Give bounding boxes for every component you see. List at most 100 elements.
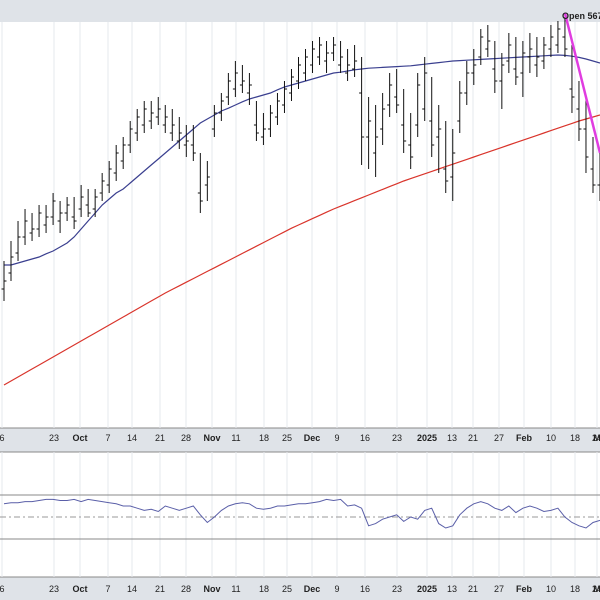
ohlc-bar — [155, 97, 161, 125]
ohlc-bar — [232, 61, 238, 97]
indicator-levels — [0, 494, 600, 540]
ohlc-bar — [64, 197, 70, 221]
ohlc-bar — [8, 241, 14, 281]
x-tick-label: 28 — [181, 433, 191, 443]
ohlc-bar — [590, 137, 596, 193]
ohlc-bar — [197, 153, 203, 213]
ohlc-bar — [162, 105, 168, 133]
x-tick-label: 18 — [259, 433, 269, 443]
ohlc-bar — [295, 57, 301, 89]
ohlc-bar — [134, 109, 140, 141]
ohlc-bar — [253, 101, 259, 141]
x-tick-label: 16 — [360, 433, 370, 443]
x-tick-label: Oct — [72, 433, 87, 443]
x-tick-label: M — [593, 584, 600, 594]
x-tick-label: Dec — [304, 433, 321, 443]
x-tick-label: 21 — [468, 433, 478, 443]
indicator-x-axis-labels: 6 23 Oct 7 14 21 28 Nov 11 18 25 Dec 9 16 23 2025 13 21 27… — [0, 584, 600, 594]
ohlc-bar — [274, 93, 280, 125]
x-tick-label: 13 — [447, 584, 457, 594]
ohlc-bar — [569, 45, 575, 113]
indicator-vertical-grid — [1, 452, 598, 577]
x-tick-label: 23 — [49, 584, 59, 594]
x-tick-label: Dec — [304, 584, 321, 594]
x-tick-label: 7 — [105, 433, 110, 443]
x-tick-label: 18 — [570, 433, 580, 443]
ohlc-bar — [57, 201, 63, 233]
x-tick-label: Feb — [516, 433, 533, 443]
ohlc-bar — [345, 49, 351, 81]
ohlc-bar — [288, 69, 294, 101]
ohlc-bar — [78, 185, 84, 217]
x-tick-label: 23 — [49, 433, 59, 443]
ohlc-bar — [127, 121, 133, 153]
ohlc-bar — [436, 105, 442, 173]
x-tick-label: 25 — [282, 433, 292, 443]
ohlc-bar — [408, 113, 414, 169]
price-bars — [1, 17, 600, 301]
ohlc-bar — [380, 93, 386, 145]
ohlc-bar — [338, 41, 344, 73]
x-tick-label: Nov — [203, 584, 220, 594]
price-x-axis-labels: 6 23 Oct 7 14 21 28 Nov 11 18 25 Dec 9 16 23 2025 13 21 27… — [0, 433, 600, 443]
ohlc-bar — [450, 129, 456, 201]
ohlc-bar — [141, 101, 147, 133]
ohlc-bar — [415, 73, 421, 137]
ohlc-bar — [527, 33, 533, 73]
x-tick-label: 27 — [494, 433, 504, 443]
ohlc-bar — [183, 125, 189, 157]
ohlc-bar — [443, 121, 449, 193]
ohlc-bar — [457, 81, 463, 133]
ohlc-bar — [324, 41, 330, 73]
ohlc-bar — [471, 49, 477, 85]
x-tick-label: Feb — [516, 584, 533, 594]
ohlc-bar — [239, 65, 245, 93]
moving-average-line — [3, 114, 600, 386]
x-tick-label: 6 — [0, 433, 5, 443]
ohlc-bar — [50, 193, 56, 225]
x-tick-label: 27 — [494, 584, 504, 594]
ohlc-bar — [43, 205, 49, 233]
x-tick-label: 24 — [592, 433, 600, 443]
ohlc-bar — [352, 45, 358, 77]
ohlc-bar — [520, 41, 526, 97]
ohlc-bar — [85, 189, 91, 217]
moving-average-series — [3, 54, 600, 386]
ohlc-bar — [359, 57, 365, 165]
ohlc-bar — [317, 37, 323, 65]
ohlc-bar — [331, 37, 337, 61]
ohlc-bar — [36, 205, 42, 237]
ohlc-bar — [492, 41, 498, 93]
ohlc-bar — [401, 89, 407, 153]
ohlc-bar — [225, 73, 231, 105]
ohlc-bar — [464, 61, 470, 105]
x-tick-label: 9 — [334, 584, 339, 594]
ohlc-bar — [113, 145, 119, 181]
x-tick-label: 13 — [447, 433, 457, 443]
x-tick-label: 18 — [570, 584, 580, 594]
x-tick-label: 6 — [0, 584, 5, 594]
x-tick-label: 16 — [360, 584, 370, 594]
ohlc-bar — [15, 221, 21, 261]
price-panel — [0, 22, 600, 428]
ohlc-bar — [176, 117, 182, 149]
ohlc-bar — [303, 49, 309, 81]
x-tick-label: 18 — [259, 584, 269, 594]
indicator-panel — [0, 452, 600, 577]
x-tick-label: 2025 — [417, 584, 437, 594]
x-tick-label: 23 — [392, 433, 402, 443]
ohlc-bar — [281, 81, 287, 113]
ohlc-bar — [120, 137, 126, 169]
ohlc-bar — [260, 113, 266, 145]
ohlc-bar — [148, 101, 154, 129]
x-tick-label: M — [593, 433, 600, 443]
x-tick-label: 24 — [592, 584, 600, 594]
ohlc-bar — [29, 213, 35, 241]
ohlc-bar — [562, 17, 568, 57]
ohlc-bar — [499, 53, 505, 109]
ohlc-bar — [218, 93, 224, 121]
ohlc-bar — [366, 97, 372, 169]
ohlc-bar — [506, 33, 512, 73]
x-tick-label: 9 — [334, 433, 339, 443]
x-tick-label: 25 — [282, 584, 292, 594]
